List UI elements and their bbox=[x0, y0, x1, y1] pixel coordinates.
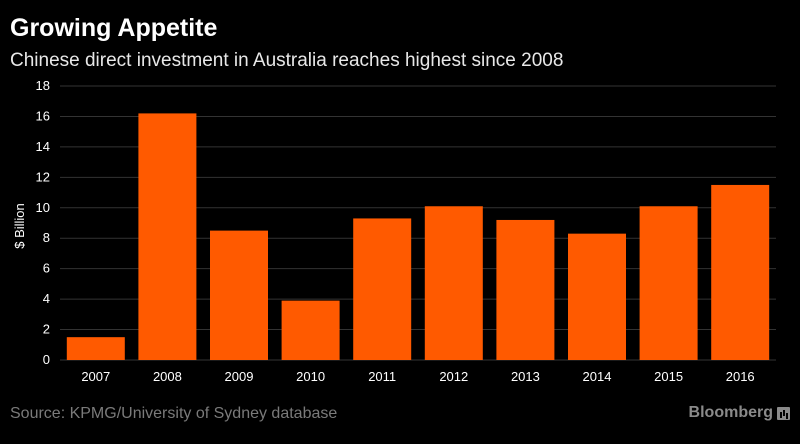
y-tick-label: 12 bbox=[36, 169, 50, 184]
bloomberg-chart-icon bbox=[777, 406, 790, 420]
x-tick-label-2011: 2011 bbox=[368, 369, 396, 384]
y-tick-label: 2 bbox=[43, 322, 50, 337]
bar-2012 bbox=[424, 206, 483, 360]
x-tick-label-2016: 2016 bbox=[726, 369, 755, 384]
x-tick-label-2010: 2010 bbox=[296, 369, 325, 384]
bar-2013 bbox=[496, 219, 555, 360]
y-tick-label: 0 bbox=[43, 352, 50, 367]
brand-name: Bloomberg bbox=[688, 404, 773, 421]
bars bbox=[66, 113, 770, 361]
bar-2007 bbox=[66, 337, 125, 360]
source-note: Source: KPMG/University of Sydney databa… bbox=[10, 405, 338, 422]
x-tick-label-2009: 2009 bbox=[225, 369, 254, 384]
x-tick-label-2012: 2012 bbox=[439, 369, 468, 384]
bar-2016 bbox=[711, 184, 770, 360]
y-tick-label: 10 bbox=[36, 200, 50, 215]
x-tick-label-2008: 2008 bbox=[153, 369, 182, 384]
y-tick-label: 14 bbox=[36, 139, 50, 154]
chart-title: Growing Appetite bbox=[10, 14, 218, 42]
chart-subtitle: Chinese direct investment in Australia r… bbox=[10, 50, 564, 71]
y-tick-label: 4 bbox=[43, 291, 50, 306]
bar-2014 bbox=[568, 233, 626, 360]
y-axis-title: $ Billion bbox=[12, 203, 27, 249]
x-tick-label-2013: 2013 bbox=[511, 369, 540, 384]
y-tick-label: 6 bbox=[43, 261, 50, 276]
bar-2009 bbox=[210, 230, 268, 360]
y-tick-label: 18 bbox=[36, 78, 50, 93]
y-tick-label: 16 bbox=[36, 108, 50, 123]
x-tick-label-2015: 2015 bbox=[654, 369, 683, 384]
x-tick-labels: 2007 2008 2009 2010 2011 2012 2013 2014 2015 2016 bbox=[81, 369, 754, 384]
bar-2008 bbox=[138, 113, 197, 361]
bar-2015 bbox=[639, 206, 698, 360]
bar-2010 bbox=[281, 300, 340, 360]
brand-logo: Bloomberg bbox=[689, 404, 790, 422]
bar-2011 bbox=[353, 218, 412, 360]
y-tick-label: 8 bbox=[43, 230, 50, 245]
x-tick-label-2007: 2007 bbox=[81, 369, 110, 384]
y-tick-labels: 0 2 4 6 8 10 12 14 16 18 bbox=[36, 78, 50, 367]
x-tick-label-2014: 2014 bbox=[583, 369, 612, 384]
